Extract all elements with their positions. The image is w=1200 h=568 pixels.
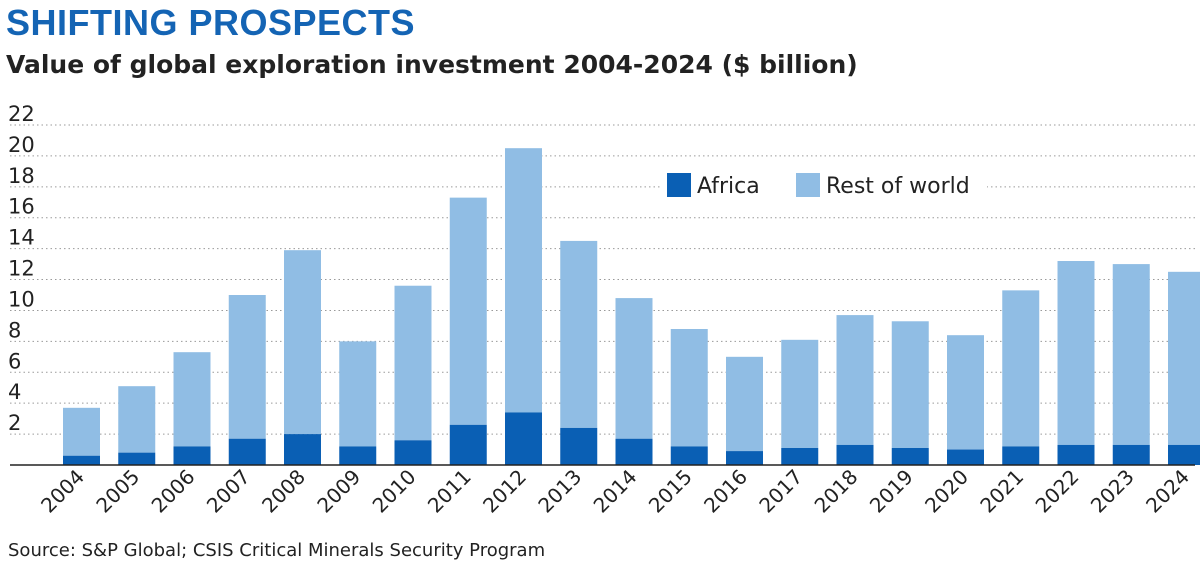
bar-rest-of-world xyxy=(228,295,266,439)
x-tick-label: 2005 xyxy=(91,465,144,518)
x-tick-label: 2019 xyxy=(865,465,918,518)
bar-rest-of-world xyxy=(173,352,211,447)
y-tick-label: 2 xyxy=(8,411,21,435)
x-tick-label: 2013 xyxy=(533,465,586,518)
bar-rest-of-world xyxy=(339,341,377,447)
x-tick-label: 2010 xyxy=(368,465,421,518)
bar-rest-of-world xyxy=(726,356,763,452)
y-tick-label: 4 xyxy=(8,380,21,404)
bar-africa xyxy=(891,448,929,465)
y-tick-label: 12 xyxy=(8,257,35,281)
bar-africa xyxy=(560,427,598,465)
y-tick-label: 16 xyxy=(8,195,35,219)
bar-rest-of-world xyxy=(1002,290,1040,447)
bar-africa xyxy=(781,448,819,465)
x-tick-label: 2015 xyxy=(644,465,697,518)
bar-africa xyxy=(228,438,266,465)
bar-africa xyxy=(947,449,984,465)
y-tick-label: 18 xyxy=(8,164,35,188)
bar-rest-of-world xyxy=(1112,264,1150,445)
bar-rest-of-world xyxy=(63,407,100,456)
x-tick-label: 2008 xyxy=(257,465,310,518)
bar-rest-of-world xyxy=(560,240,598,428)
bar-africa xyxy=(505,412,542,465)
bar-africa xyxy=(1112,444,1150,465)
x-tick-label: 2021 xyxy=(975,465,1028,518)
x-tick-label: 2017 xyxy=(754,465,807,518)
bar-rest-of-world xyxy=(505,148,542,413)
x-tick-label: 2012 xyxy=(478,465,531,518)
bar-africa xyxy=(394,440,432,465)
bar-africa xyxy=(1002,446,1040,465)
bar-rest-of-world xyxy=(449,197,487,425)
bar-africa xyxy=(1168,444,1200,465)
x-tick-label: 2014 xyxy=(589,465,642,518)
bar-rest-of-world xyxy=(836,315,874,445)
legend-swatch-rest-of-world xyxy=(796,173,820,197)
bar-africa xyxy=(449,424,487,465)
bar-africa xyxy=(615,438,653,465)
bar-rest-of-world xyxy=(781,339,819,448)
legend-swatch-africa xyxy=(667,173,691,197)
bar-rest-of-world xyxy=(615,298,653,439)
bar-africa xyxy=(284,434,321,465)
bar-rest-of-world xyxy=(394,285,432,441)
x-tick-label: 2023 xyxy=(1086,465,1139,518)
y-tick-label: 20 xyxy=(8,133,35,157)
bar-rest-of-world xyxy=(1168,271,1200,445)
x-tick-label: 2011 xyxy=(423,465,476,518)
y-tick-label: 14 xyxy=(8,226,35,250)
bar-rest-of-world xyxy=(284,250,321,435)
bar-rest-of-world xyxy=(891,321,929,448)
x-tick-label: 2022 xyxy=(1031,465,1084,518)
bar-africa xyxy=(726,451,763,465)
legend-label-africa: Africa xyxy=(697,174,760,199)
x-tick-label: 2009 xyxy=(312,465,365,518)
chart-subtitle: Value of global exploration investment 2… xyxy=(6,50,858,79)
y-tick-label: 22 xyxy=(8,102,35,126)
x-tick-label: 2016 xyxy=(699,465,752,518)
bar-africa xyxy=(118,452,156,465)
y-tick-label: 10 xyxy=(8,287,35,311)
bar-africa xyxy=(173,446,211,465)
legend-label-rest-of-world: Rest of world xyxy=(826,174,970,199)
bar-rest-of-world xyxy=(670,329,708,447)
bar-africa xyxy=(670,446,708,465)
y-tick-label: 8 xyxy=(8,318,21,342)
y-tick-label: 6 xyxy=(8,349,21,373)
x-tick-label: 2024 xyxy=(1141,465,1194,518)
bar-rest-of-world xyxy=(947,335,984,450)
x-tick-label: 2007 xyxy=(202,465,255,518)
bar-africa xyxy=(836,444,874,465)
chart-title: SHIFTING PROSPECTS xyxy=(6,2,416,43)
bar-africa xyxy=(339,446,377,465)
bar-rest-of-world xyxy=(118,386,156,453)
source-note: Source: S&P Global; CSIS Critical Minera… xyxy=(8,540,546,561)
x-tick-label: 2004 xyxy=(36,465,89,518)
bar-africa xyxy=(1057,444,1095,465)
bar-rest-of-world xyxy=(1057,261,1095,445)
legend-background xyxy=(662,168,987,202)
bar-africa xyxy=(63,455,100,465)
x-tick-label: 2020 xyxy=(920,465,973,518)
x-tick-label: 2018 xyxy=(810,465,863,518)
x-tick-label: 2006 xyxy=(147,465,200,518)
